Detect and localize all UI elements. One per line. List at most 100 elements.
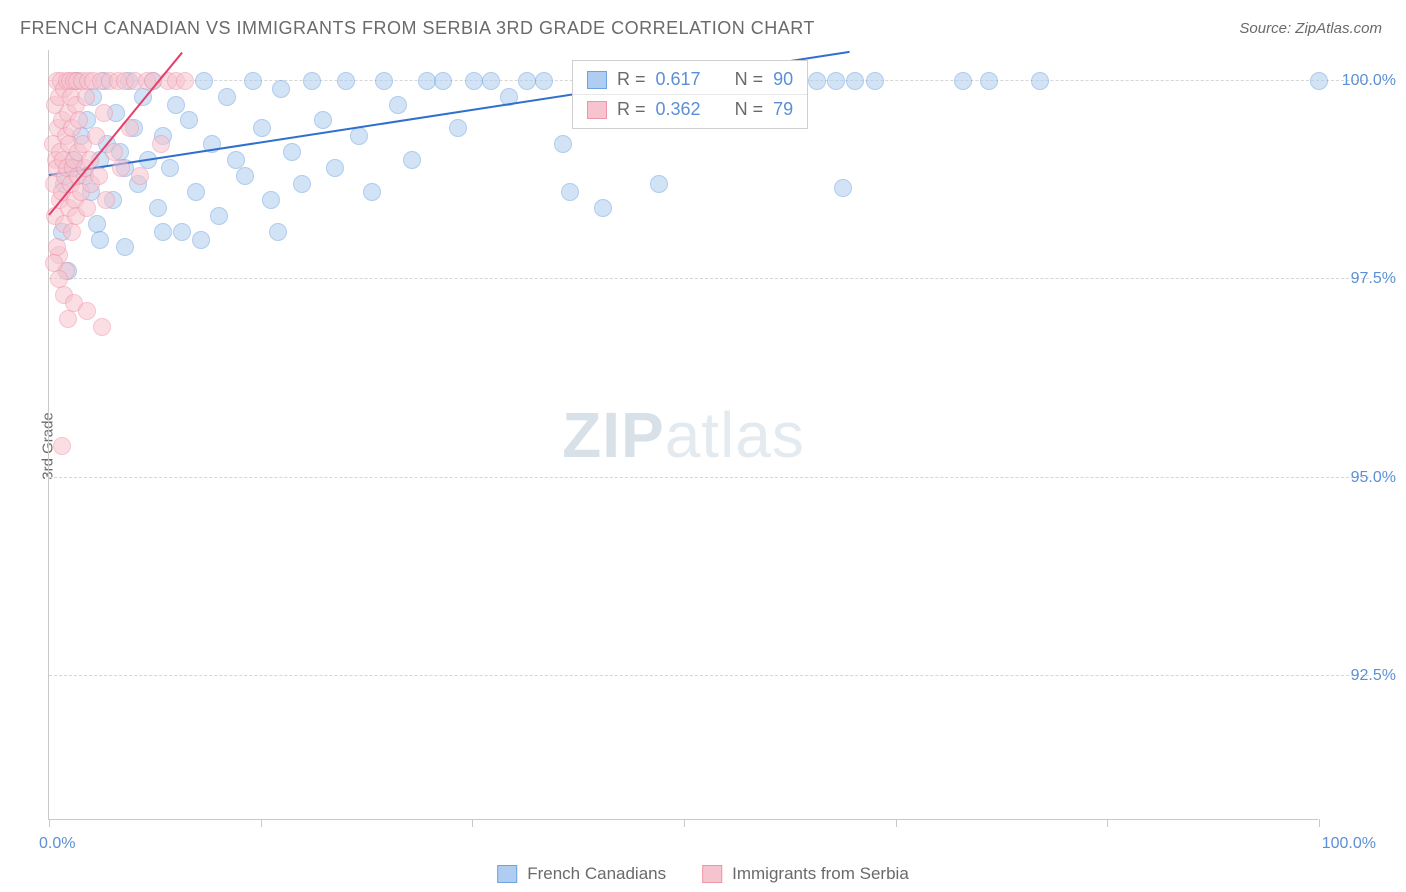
data-point bbox=[375, 72, 393, 90]
n-value: 79 bbox=[773, 99, 793, 120]
x-tick bbox=[684, 819, 685, 827]
data-point bbox=[337, 72, 355, 90]
data-point bbox=[59, 310, 77, 328]
plot-area: ZIPatlas 0.0% 100.0% 100.0%97.5%95.0%92.… bbox=[48, 50, 1318, 820]
data-point bbox=[434, 72, 452, 90]
gridline bbox=[49, 278, 1369, 279]
x-tick bbox=[472, 819, 473, 827]
gridline bbox=[49, 675, 1369, 676]
data-point bbox=[236, 167, 254, 185]
data-point bbox=[210, 207, 228, 225]
x-tick bbox=[49, 819, 50, 827]
series-legend: French Canadians Immigrants from Serbia bbox=[497, 864, 909, 884]
data-point bbox=[152, 135, 170, 153]
data-point bbox=[518, 72, 536, 90]
r-value: 0.362 bbox=[656, 99, 701, 120]
gridline bbox=[49, 477, 1369, 478]
n-value: 90 bbox=[773, 69, 793, 90]
watermark-rest: atlas bbox=[665, 399, 805, 471]
data-point bbox=[350, 127, 368, 145]
data-point bbox=[112, 159, 130, 177]
x-tick bbox=[1319, 819, 1320, 827]
source-label: Source: bbox=[1239, 20, 1295, 37]
data-point bbox=[363, 183, 381, 201]
data-point bbox=[834, 179, 852, 197]
y-tick-label: 97.5% bbox=[1351, 270, 1396, 288]
stats-legend-row: R = 0.617 N = 90 bbox=[573, 65, 807, 95]
data-point bbox=[187, 183, 205, 201]
data-point bbox=[326, 159, 344, 177]
data-point bbox=[1310, 72, 1328, 90]
data-point bbox=[403, 151, 421, 169]
x-tick bbox=[896, 819, 897, 827]
data-point bbox=[808, 72, 826, 90]
legend-label: French Canadians bbox=[527, 864, 666, 884]
legend-swatch bbox=[587, 101, 607, 119]
data-point bbox=[594, 199, 612, 217]
n-label: N = bbox=[735, 99, 764, 120]
legend-swatch bbox=[497, 865, 517, 883]
x-tick bbox=[1107, 819, 1108, 827]
data-point bbox=[866, 72, 884, 90]
data-point bbox=[846, 72, 864, 90]
data-point bbox=[87, 127, 105, 145]
legend-label: Immigrants from Serbia bbox=[732, 864, 909, 884]
data-point bbox=[561, 183, 579, 201]
data-point bbox=[192, 231, 210, 249]
data-point bbox=[272, 80, 290, 98]
data-point bbox=[95, 104, 113, 122]
data-point bbox=[78, 199, 96, 217]
data-point bbox=[77, 88, 95, 106]
watermark: ZIPatlas bbox=[562, 398, 805, 472]
data-point bbox=[45, 254, 63, 272]
data-point bbox=[253, 119, 271, 137]
stats-legend-row: R = 0.362 N = 79 bbox=[573, 95, 807, 124]
legend-item: Immigrants from Serbia bbox=[702, 864, 909, 884]
data-point bbox=[78, 302, 96, 320]
data-point bbox=[535, 72, 553, 90]
r-label: R = bbox=[617, 99, 646, 120]
data-point bbox=[269, 223, 287, 241]
data-point bbox=[63, 223, 81, 241]
data-point bbox=[465, 72, 483, 90]
data-point bbox=[262, 191, 280, 209]
data-point bbox=[954, 72, 972, 90]
source-attribution: Source: ZipAtlas.com bbox=[1239, 20, 1382, 37]
data-point bbox=[116, 238, 134, 256]
r-label: R = bbox=[617, 69, 646, 90]
data-point bbox=[650, 175, 668, 193]
y-tick-label: 95.0% bbox=[1351, 469, 1396, 487]
x-axis-min-label: 0.0% bbox=[39, 835, 75, 853]
data-point bbox=[303, 72, 321, 90]
r-value: 0.617 bbox=[656, 69, 701, 90]
n-label: N = bbox=[735, 69, 764, 90]
data-point bbox=[53, 437, 71, 455]
watermark-strong: ZIP bbox=[562, 399, 665, 471]
data-point bbox=[389, 96, 407, 114]
data-point bbox=[97, 191, 115, 209]
data-point bbox=[131, 167, 149, 185]
x-tick bbox=[261, 819, 262, 827]
data-point bbox=[90, 167, 108, 185]
legend-swatch bbox=[587, 71, 607, 89]
data-point bbox=[149, 199, 167, 217]
data-point bbox=[70, 111, 88, 129]
data-point bbox=[176, 72, 194, 90]
data-point bbox=[161, 159, 179, 177]
data-point bbox=[482, 72, 500, 90]
chart-title: FRENCH CANADIAN VS IMMIGRANTS FROM SERBI… bbox=[20, 18, 815, 39]
data-point bbox=[1031, 72, 1049, 90]
stats-legend: R = 0.617 N = 90 R = 0.362 N = 79 bbox=[572, 60, 808, 129]
x-axis-max-label: 100.0% bbox=[1322, 835, 1376, 853]
y-tick-label: 92.5% bbox=[1351, 667, 1396, 685]
data-point bbox=[244, 72, 262, 90]
data-point bbox=[449, 119, 467, 137]
legend-swatch bbox=[702, 865, 722, 883]
data-point bbox=[154, 223, 172, 241]
data-point bbox=[195, 72, 213, 90]
data-point bbox=[173, 223, 191, 241]
data-point bbox=[980, 72, 998, 90]
data-point bbox=[283, 143, 301, 161]
data-point bbox=[50, 270, 68, 288]
data-point bbox=[180, 111, 198, 129]
